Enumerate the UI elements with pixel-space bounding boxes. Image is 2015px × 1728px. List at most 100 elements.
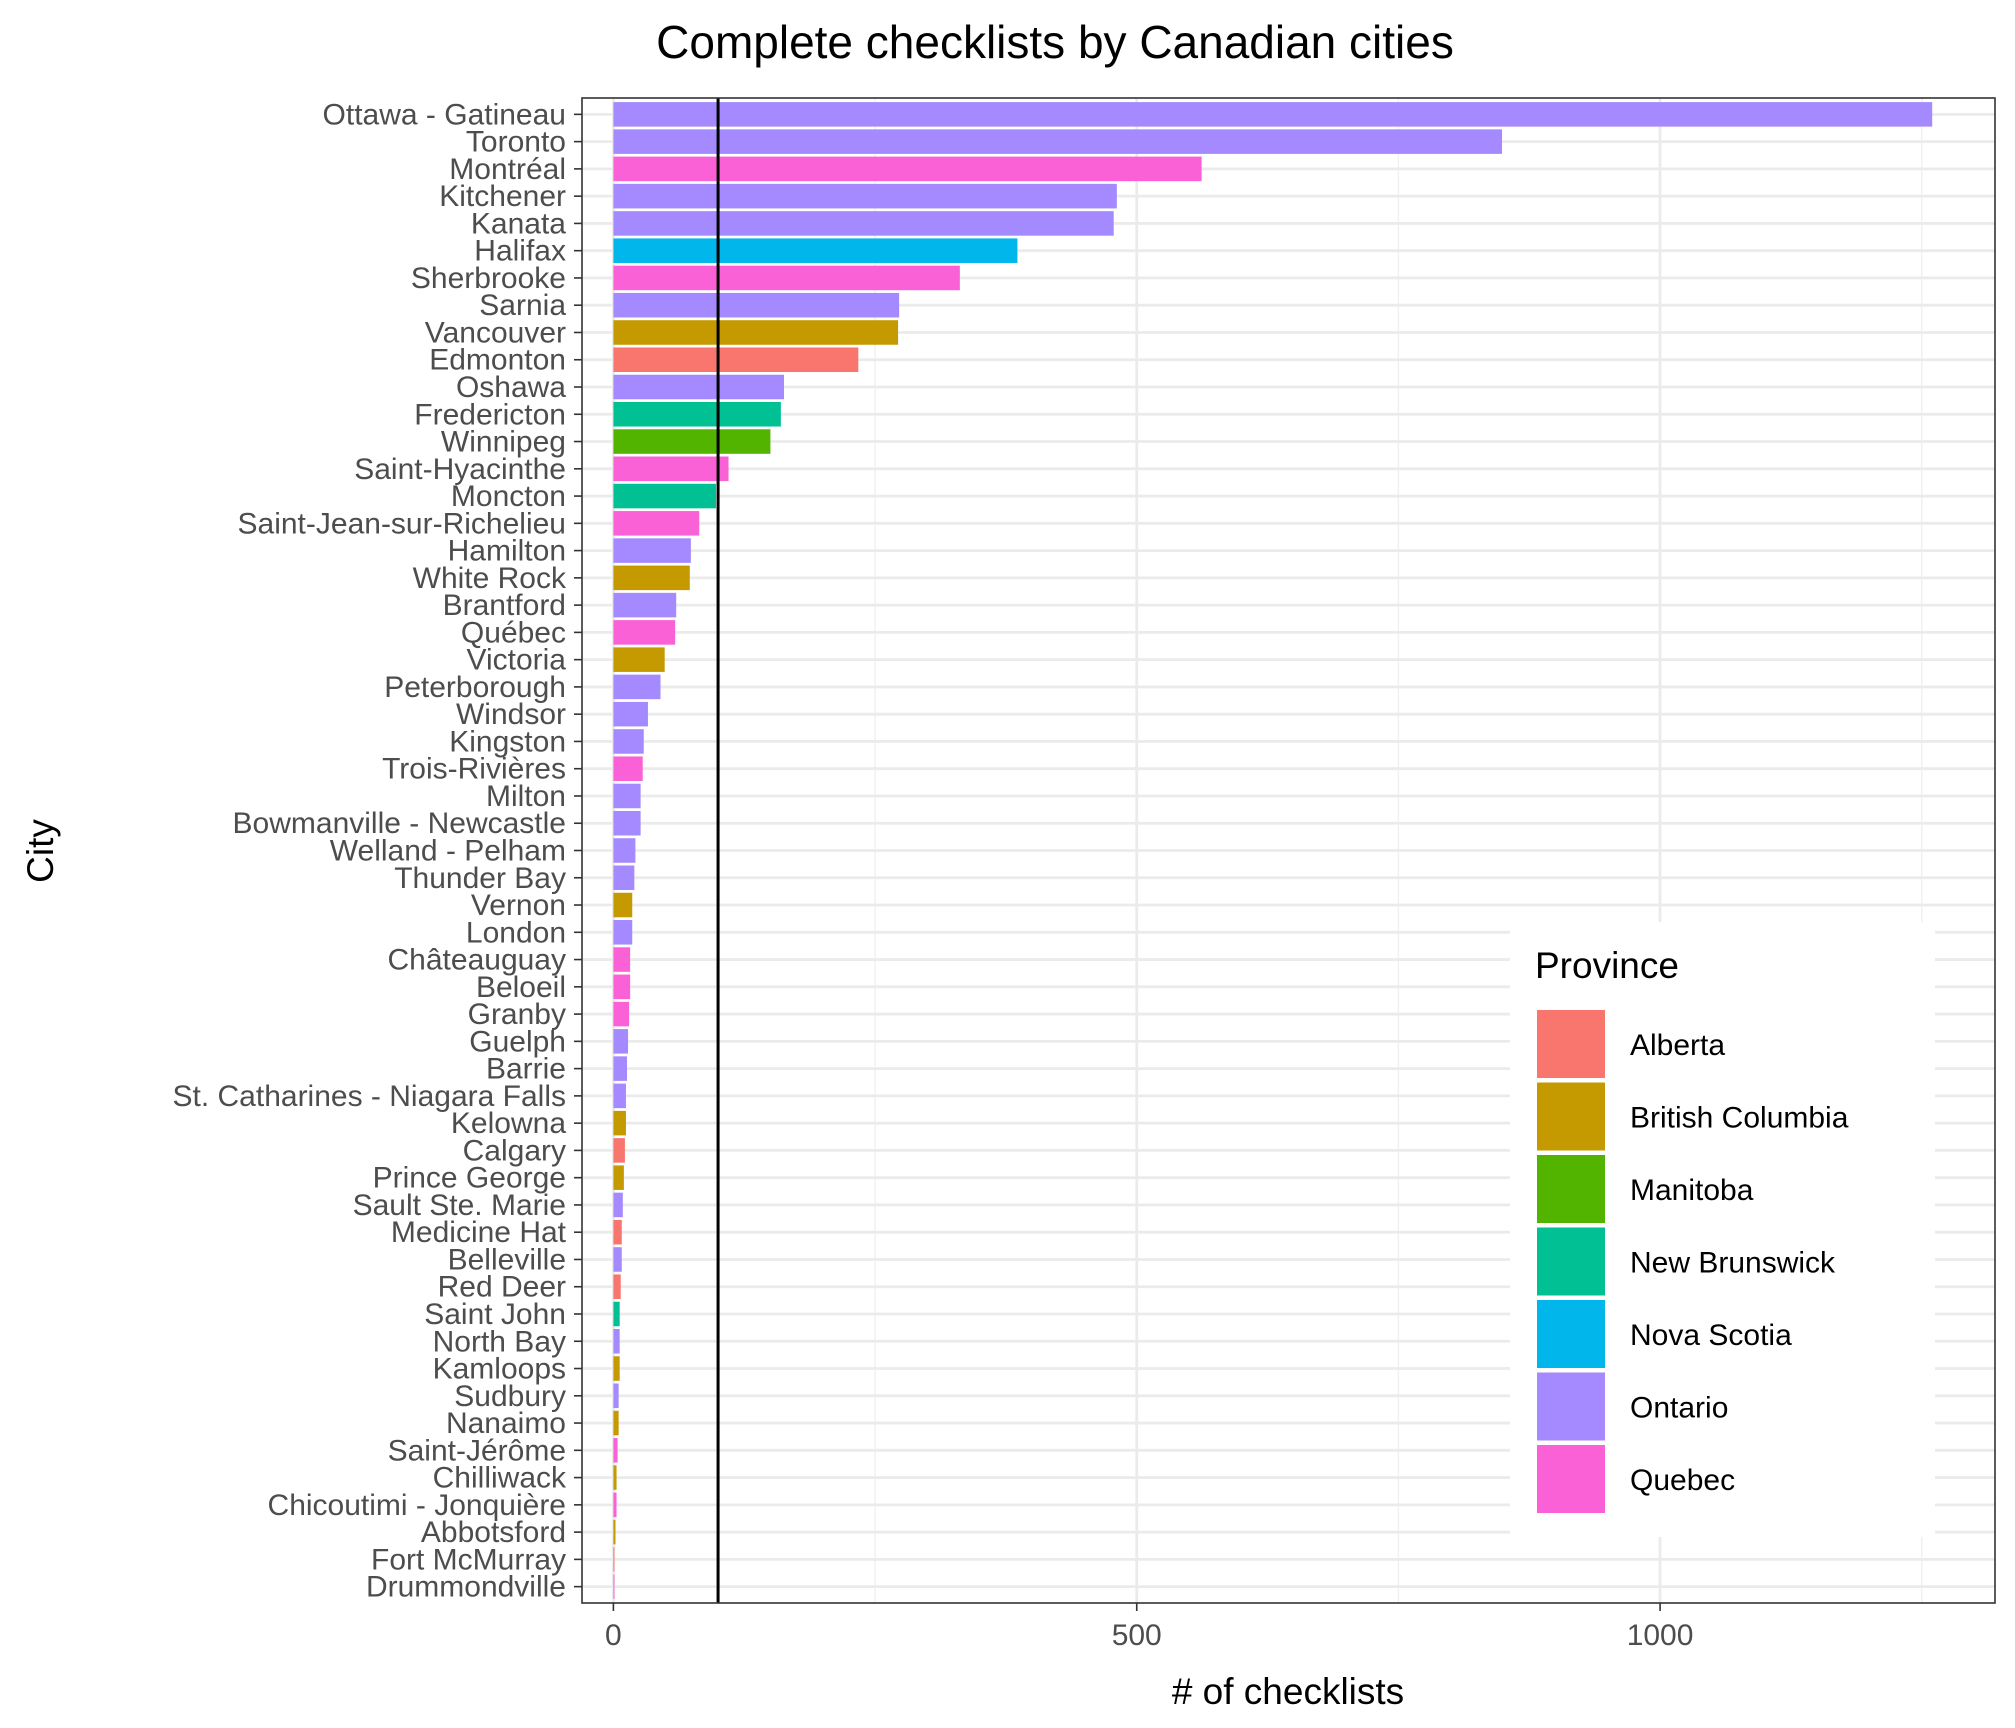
- x-axis-title: # of checklists: [1172, 1671, 1404, 1712]
- y-tick-label: Fort McMurray: [371, 1543, 566, 1576]
- y-tick-label: Vancouver: [425, 316, 566, 349]
- y-tick-label: Kamloops: [433, 1353, 566, 1386]
- bar: [613, 238, 1018, 263]
- bar: [613, 592, 677, 618]
- legend-swatch: [1537, 1082, 1605, 1151]
- y-tick-label: Guelph: [469, 1025, 566, 1058]
- y-tick-label: Red Deer: [438, 1271, 566, 1304]
- bar: [613, 265, 960, 291]
- bar: [613, 1110, 626, 1136]
- y-tick-label: White Rock: [413, 562, 567, 595]
- bar: [613, 483, 716, 509]
- y-tick-label: Winnipeg: [441, 426, 566, 459]
- y-tick-label: Kelowna: [451, 1107, 566, 1140]
- bar: [613, 429, 771, 454]
- legend-label: Nova Scotia: [1630, 1319, 1792, 1352]
- y-tick-label: Windsor: [456, 698, 566, 731]
- y-tick-label: Victoria: [467, 644, 567, 677]
- bar: [613, 729, 644, 754]
- bar: [613, 456, 729, 482]
- bar: [613, 156, 1202, 182]
- bar: [613, 183, 1117, 209]
- y-tick-label: Thunder Bay: [394, 862, 566, 895]
- x-tick-label: 1000: [1627, 1619, 1694, 1652]
- y-tick-label: Medicine Hat: [391, 1216, 567, 1249]
- y-tick-label: Hamilton: [448, 535, 566, 568]
- legend-label: Alberta: [1630, 1029, 1725, 1062]
- y-tick-label: Sudbury: [454, 1380, 566, 1413]
- bar: [613, 401, 781, 427]
- bar: [613, 1328, 620, 1354]
- bar: [613, 810, 641, 836]
- bar: [613, 1438, 618, 1463]
- bar: [613, 565, 690, 591]
- legend-label: British Columbia: [1630, 1102, 1849, 1135]
- y-tick-label: Saint-Jérôme: [388, 1434, 566, 1467]
- y-tick-label: Châteauguay: [388, 944, 566, 977]
- legend-label: Quebec: [1630, 1464, 1735, 1497]
- y-tick-label: Saint-Hyacinthe: [354, 453, 566, 486]
- bar: [613, 320, 899, 345]
- y-tick-label: Trois-Rivières: [382, 753, 566, 786]
- y-tick-label: Abbotsford: [421, 1516, 566, 1549]
- y-tick-label: North Bay: [433, 1325, 566, 1358]
- bar: [613, 1247, 622, 1272]
- y-tick-label: Kanata: [471, 207, 566, 240]
- bar: [613, 102, 1933, 127]
- bar: [613, 1519, 616, 1545]
- y-tick-label: Saint John: [424, 1298, 566, 1331]
- bar: [613, 1274, 621, 1300]
- bar: [613, 920, 633, 945]
- bar: [613, 865, 635, 891]
- y-tick-label: Saint-Jean-sur-Richelieu: [238, 507, 566, 540]
- legend-label: New Brunswick: [1630, 1247, 1836, 1280]
- bar: [613, 892, 633, 918]
- y-tick-label: Prince George: [373, 1162, 566, 1195]
- legend: Province Alberta British Columbia Manitoba…: [1510, 922, 1935, 1537]
- legend-swatch: [1537, 1227, 1605, 1296]
- y-axis: Ottawa - GatineauTorontoMontréalKitchene…: [173, 98, 582, 1604]
- legend-label: Ontario: [1630, 1392, 1728, 1425]
- y-tick-label: Ottawa - Gatineau: [323, 98, 566, 131]
- legend-swatch: [1537, 1155, 1605, 1223]
- bar: [613, 947, 631, 972]
- bar: [613, 1465, 617, 1490]
- y-axis-title: City: [20, 819, 61, 883]
- y-tick-label: Beloeil: [476, 971, 566, 1004]
- bar: [613, 783, 641, 809]
- y-tick-label: Kingston: [449, 725, 566, 758]
- bar: [613, 1492, 617, 1518]
- bar: [613, 674, 661, 700]
- bar: [613, 647, 665, 672]
- x-tick-label: 500: [1112, 1619, 1162, 1652]
- bars: [613, 102, 1933, 1599]
- x-axis: 0 500 1000: [605, 1603, 1693, 1652]
- bar: [613, 538, 691, 563]
- legend-swatch: [1537, 1010, 1605, 1078]
- bar: [613, 1001, 630, 1027]
- bar: [613, 838, 636, 863]
- bar: [613, 1574, 615, 1599]
- y-tick-label: London: [466, 916, 566, 949]
- bar: [613, 1410, 619, 1436]
- y-tick-label: Sherbrooke: [411, 262, 566, 295]
- y-tick-label: Granby: [468, 998, 566, 1031]
- y-tick-label: Sault Ste. Marie: [353, 1189, 566, 1222]
- y-tick-label: Chilliwack: [433, 1462, 567, 1495]
- y-tick-label: Sarnia: [479, 289, 566, 322]
- y-tick-label: Québec: [461, 616, 566, 649]
- bar: [613, 1301, 620, 1327]
- legend-swatch: [1537, 1300, 1605, 1368]
- y-tick-label: Moncton: [451, 480, 566, 513]
- y-tick-label: Barrie: [486, 1053, 566, 1086]
- y-tick-label: Toronto: [466, 126, 566, 159]
- y-tick-label: St. Catharines - Niagara Falls: [173, 1080, 567, 1113]
- legend-title: Province: [1535, 945, 1679, 986]
- bar: [613, 974, 631, 1000]
- bar: [613, 1165, 624, 1190]
- chart-title: Complete checklists by Canadian cities: [656, 16, 1454, 68]
- y-tick-label: Montréal: [449, 153, 566, 186]
- bar: [613, 1219, 622, 1245]
- bar: [613, 1029, 629, 1054]
